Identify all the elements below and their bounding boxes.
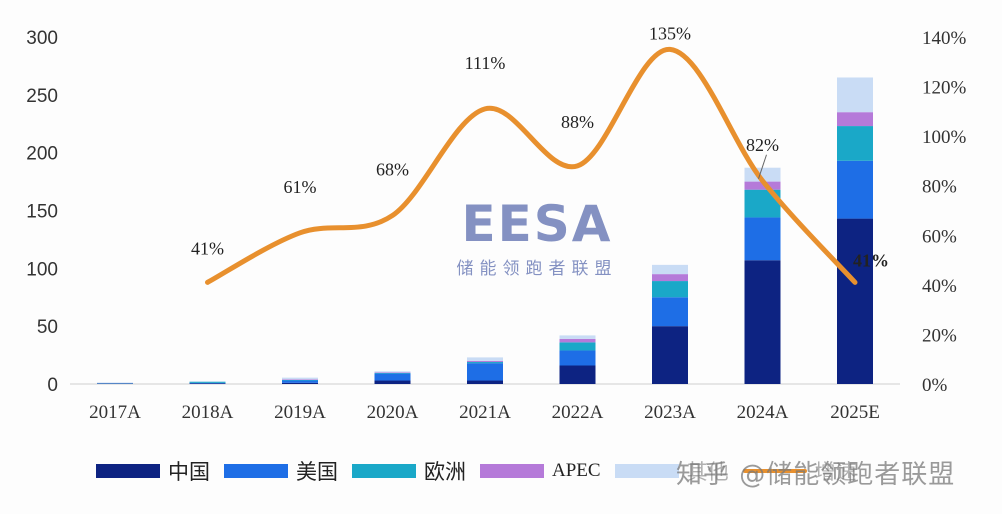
bar-segment [189, 383, 226, 384]
bar-segment [467, 363, 503, 381]
legend-label-other: 其他 [686, 460, 729, 484]
right-tick-label: 60% [922, 226, 957, 247]
bar-segment [652, 281, 688, 298]
bar-segment [837, 77, 873, 113]
right-tick-label: 80% [922, 177, 957, 198]
bar-segment [744, 217, 781, 261]
x-tick-label: 2020A [367, 402, 419, 423]
legend-item-apec: APEC [480, 460, 601, 482]
growth-label: 111% [465, 53, 506, 73]
growth-label: 88% [561, 112, 594, 132]
legend-swatch-other [614, 464, 679, 478]
bar-segment [559, 365, 596, 384]
legend-item-usa: 美国 [224, 456, 338, 486]
bar-segment [467, 362, 503, 364]
right-tick-label: 100% [922, 127, 967, 148]
left-tick-label: 300 [26, 28, 58, 49]
left-tick-label: 250 [26, 86, 58, 107]
x-tick-label: 2022A [552, 402, 604, 423]
right-tick-label: 0% [922, 375, 948, 396]
bar-segment [652, 274, 688, 282]
bar-segment [467, 380, 503, 384]
x-tick-label: 2024A [737, 402, 789, 423]
bar-segment [744, 260, 781, 384]
growth-label: 82% [746, 135, 779, 155]
growth-line [205, 46, 858, 285]
left-tick-label: 50 [37, 317, 58, 338]
logo-text: EESA [461, 195, 613, 253]
x-tick-label: 2017A [89, 402, 141, 423]
right-tick-label: 20% [922, 325, 957, 346]
bar-segment [467, 360, 503, 363]
right-y-axis: 0% 20% 40% 60% 80% 100% 120% 140% [922, 28, 967, 396]
bar-segment [559, 335, 596, 339]
right-tick-label: 40% [922, 276, 957, 297]
growth-label: 41% [853, 250, 889, 270]
legend-item-other: 其他 [614, 456, 729, 486]
eesa-watermark-logo: EESA 储能领跑者联盟 [452, 198, 622, 279]
bar-segment [374, 380, 411, 384]
bar-segment [282, 380, 318, 383]
bar-segment [652, 264, 688, 275]
growth-data-labels: 41% 61% 68% 111% 88% 135% 82% 41% [191, 23, 889, 270]
bar-segment [652, 326, 688, 384]
bar-segment [559, 342, 596, 351]
bar-segment [652, 297, 688, 327]
right-tick-label: 140% [922, 28, 967, 49]
bar-segment [837, 112, 873, 127]
bar-segment [282, 379, 318, 380]
bar-segment [559, 338, 596, 343]
bar-segment [282, 377, 318, 380]
growth-label: 41% [191, 238, 224, 258]
legend-swatch-growth [742, 469, 807, 473]
bar-segment [744, 181, 781, 190]
x-tick-label: 2021A [459, 402, 511, 423]
legend-swatch-europe [352, 464, 416, 478]
legend-item-europe: 欧洲 [352, 456, 466, 486]
logo-subtitle: 储能领跑者联盟 [456, 259, 618, 279]
bar-segment [559, 350, 596, 366]
x-tick-label: 2023A [644, 402, 696, 423]
bar-segment [837, 218, 873, 384]
left-tick-label: 150 [26, 202, 58, 223]
legend: 中国 美国 欧洲 APEC 其他 增速 [96, 456, 863, 486]
legend-label-apec: APEC [552, 460, 601, 481]
growth-label: 135% [649, 23, 691, 43]
legend-label-growth: 增速 [814, 460, 857, 484]
x-tick-label: 2018A [182, 402, 234, 423]
bar-segment [189, 381, 226, 383]
x-tick-label: 2019A [274, 402, 326, 423]
bar-segment [837, 126, 873, 161]
bar-segment [282, 379, 318, 381]
x-axis-labels: 2017A 2018A 2019A 2020A 2021A 2022A 2023A 2024A… [89, 402, 880, 423]
bar-segment [282, 382, 318, 384]
legend-label-china: 中国 [168, 460, 210, 484]
bar-segment [374, 371, 411, 373]
bar-segment [374, 373, 411, 374]
stacked-bars [97, 77, 873, 384]
bar-segment [374, 373, 411, 381]
legend-label-europe: 欧洲 [424, 460, 466, 484]
bar-segment [374, 372, 411, 374]
bar-segment [467, 357, 503, 361]
legend-swatch-china [96, 464, 160, 478]
left-tick-label: 100 [26, 259, 58, 280]
zhihu-watermark: 知乎 @储能领跑者联盟 [676, 460, 956, 490]
legend-item-growth: 增速 [742, 456, 857, 486]
left-tick-label: 0 [47, 375, 58, 396]
legend-swatch-apec [480, 464, 544, 478]
left-y-axis: 0 50 100 150 200 250 300 [26, 28, 58, 396]
legend-label-usa: 美国 [296, 460, 338, 484]
growth-line-path [205, 46, 858, 285]
legend-swatch-usa [224, 464, 288, 478]
x-tick-label: 2025E [830, 402, 880, 423]
growth-label: 68% [376, 159, 409, 179]
legend-item-china: 中国 [96, 456, 210, 486]
bar-segment [837, 160, 873, 219]
right-tick-label: 120% [922, 78, 967, 99]
left-tick-label: 200 [26, 144, 58, 165]
growth-label: 61% [284, 177, 317, 197]
label-leader-line [758, 154, 767, 179]
